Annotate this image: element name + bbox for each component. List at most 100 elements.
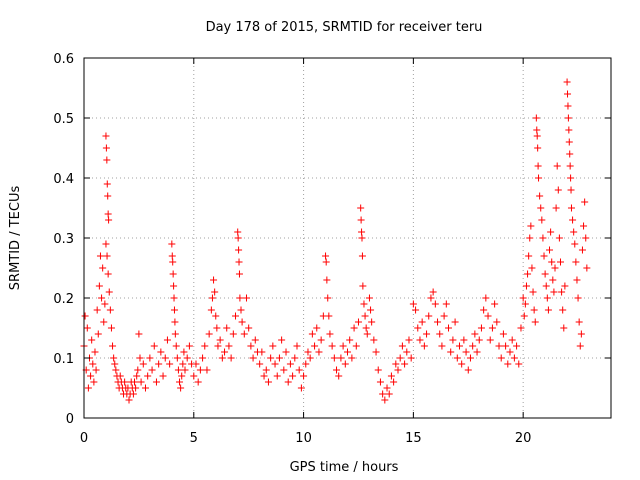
data-point — [210, 276, 218, 284]
data-point — [121, 378, 129, 386]
data-point — [185, 342, 193, 350]
data-point — [449, 336, 457, 344]
data-point — [486, 336, 494, 344]
data-point — [99, 264, 107, 272]
data-point — [177, 384, 185, 392]
data-point — [234, 228, 242, 236]
data-point — [544, 306, 552, 314]
x-tick-label: 10 — [295, 431, 312, 446]
y-tick-label: 0.6 — [53, 52, 74, 67]
data-point — [163, 336, 171, 344]
data-point — [306, 354, 314, 362]
data-point — [352, 342, 360, 350]
data-point — [541, 270, 549, 278]
data-point — [170, 306, 178, 314]
data-point — [403, 348, 411, 356]
data-point — [539, 234, 547, 242]
data-point — [469, 342, 477, 350]
data-point — [563, 78, 571, 86]
data-point — [497, 354, 505, 362]
data-point — [176, 378, 184, 386]
data-point — [436, 330, 444, 338]
data-point — [94, 330, 102, 338]
data-point — [137, 378, 145, 386]
data-point — [161, 354, 169, 362]
data-point — [473, 348, 481, 356]
data-point — [360, 300, 368, 308]
data-point — [232, 312, 240, 320]
data-point — [549, 276, 557, 284]
data-point — [227, 354, 235, 362]
data-point — [537, 204, 545, 212]
data-point — [491, 300, 499, 308]
data-point — [103, 180, 111, 188]
data-point — [575, 318, 583, 326]
data-point — [166, 360, 174, 368]
data-point — [466, 354, 474, 362]
data-point — [414, 324, 422, 332]
data-point — [260, 372, 268, 380]
data-point — [235, 246, 243, 254]
data-point — [81, 312, 89, 320]
data-point — [561, 282, 569, 290]
data-point — [434, 318, 442, 326]
data-point — [247, 342, 255, 350]
data-point — [273, 372, 281, 380]
data-point — [339, 342, 347, 350]
data-point — [392, 360, 400, 368]
data-point — [581, 198, 589, 206]
data-point — [471, 330, 479, 338]
data-point — [207, 306, 215, 314]
data-point — [464, 366, 472, 374]
data-point — [90, 378, 98, 386]
data-point — [229, 330, 237, 338]
data-point — [447, 348, 455, 356]
data-point — [358, 234, 366, 242]
data-point — [135, 330, 143, 338]
data-point — [132, 384, 140, 392]
data-point — [322, 252, 330, 260]
data-point — [565, 138, 573, 146]
data-point — [328, 342, 336, 350]
data-point — [101, 300, 109, 308]
data-point — [179, 360, 187, 368]
data-point — [103, 252, 111, 260]
data-point — [534, 144, 542, 152]
data-point — [251, 336, 259, 344]
data-point — [383, 384, 391, 392]
data-point — [315, 348, 323, 356]
data-point — [429, 288, 437, 296]
data-point — [240, 330, 248, 338]
y-tick-label: 0.2 — [53, 292, 74, 307]
data-point — [93, 306, 101, 314]
data-point — [141, 384, 149, 392]
data-point — [396, 354, 404, 362]
data-point — [370, 336, 378, 344]
data-point — [337, 354, 345, 362]
data-point — [317, 336, 325, 344]
data-point — [171, 318, 179, 326]
data-point — [379, 390, 387, 398]
data-point — [293, 342, 301, 350]
data-point — [152, 378, 160, 386]
data-point — [547, 228, 555, 236]
y-tick-label: 0 — [66, 412, 74, 427]
data-point — [322, 258, 330, 266]
data-point — [558, 288, 566, 296]
data-point — [530, 306, 538, 314]
data-point — [522, 282, 530, 290]
data-point — [146, 354, 154, 362]
x-tick-label: 20 — [515, 431, 532, 446]
data-point — [131, 378, 139, 386]
x-tick-label: 15 — [405, 431, 422, 446]
data-point — [96, 252, 104, 260]
data-point — [521, 300, 529, 308]
data-point — [280, 366, 288, 374]
data-point — [510, 354, 518, 362]
data-point — [194, 378, 202, 386]
data-point — [174, 366, 182, 374]
data-point — [103, 156, 111, 164]
data-point — [528, 264, 536, 272]
data-point — [368, 318, 376, 326]
